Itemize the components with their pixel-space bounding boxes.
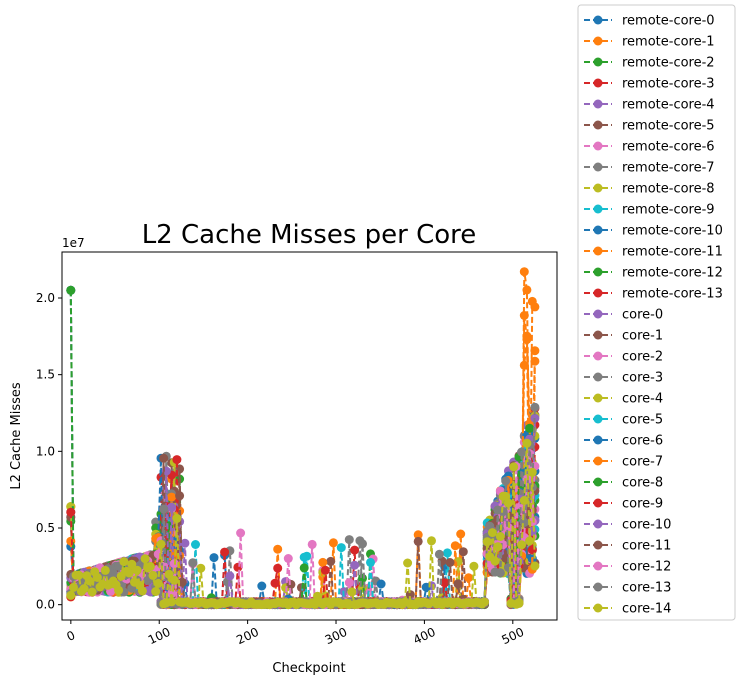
- series-core-14: [66, 438, 540, 610]
- data-point: [336, 543, 346, 553]
- data-point: [172, 455, 182, 465]
- data-point: [517, 447, 527, 457]
- data-point: [320, 565, 330, 575]
- data-point: [69, 582, 78, 592]
- data-point: [413, 536, 423, 546]
- data-point: [525, 423, 535, 433]
- data-point: [530, 402, 540, 412]
- data-point: [344, 535, 354, 545]
- series-layer: [66, 267, 540, 610]
- data-point: [84, 576, 94, 586]
- data-point: [498, 507, 508, 517]
- data-point: [405, 590, 415, 600]
- data-point: [366, 557, 375, 567]
- data-point: [167, 502, 177, 512]
- data-point: [469, 561, 479, 571]
- data-point: [66, 507, 76, 517]
- data-point: [519, 517, 529, 527]
- data-point: [358, 573, 367, 583]
- data-point: [159, 504, 169, 514]
- data-point: [225, 571, 235, 581]
- data-point: [299, 552, 309, 562]
- data-point: [328, 538, 338, 548]
- data-point: [421, 582, 431, 592]
- data-point: [530, 356, 540, 366]
- data-point: [501, 476, 511, 486]
- data-point: [307, 539, 317, 549]
- data-point: [87, 587, 97, 597]
- data-point: [495, 568, 505, 578]
- data-point: [519, 311, 529, 320]
- data-point: [413, 530, 423, 540]
- data-point: [167, 492, 177, 502]
- data-point: [458, 547, 468, 557]
- data-point: [376, 579, 386, 589]
- data-point: [434, 549, 444, 559]
- data-point: [442, 548, 452, 558]
- data-point: [326, 556, 336, 566]
- data-point: [66, 285, 76, 295]
- data-point: [519, 267, 529, 277]
- data-point: [74, 570, 84, 580]
- data-point: [66, 590, 76, 600]
- data-point: [318, 557, 328, 567]
- data-point: [273, 544, 283, 554]
- data-point: [175, 491, 185, 501]
- data-point: [440, 578, 450, 588]
- data-point: [522, 285, 532, 295]
- chart-title: L2 Cache Misses per Core: [142, 220, 477, 250]
- data-point: [530, 346, 540, 356]
- data-point: [108, 569, 118, 579]
- data-point: [79, 584, 89, 594]
- data-point: [257, 581, 267, 591]
- data-point: [450, 541, 460, 551]
- data-point: [456, 529, 466, 539]
- data-point: [522, 334, 532, 344]
- y-offset-label: 1e7: [62, 236, 85, 250]
- data-point: [159, 453, 169, 463]
- data-point: [299, 563, 309, 573]
- data-point: [273, 563, 283, 573]
- data-point: [270, 578, 280, 588]
- data-point: [453, 579, 463, 589]
- data-point: [236, 528, 246, 538]
- data-point: [191, 540, 200, 549]
- data-point: [220, 547, 230, 557]
- data-point: [188, 558, 198, 568]
- data-point: [350, 545, 360, 555]
- data-point: [209, 553, 219, 563]
- data-point: [350, 560, 360, 570]
- data-point: [445, 558, 455, 567]
- data-point: [530, 302, 540, 312]
- data-point: [358, 539, 367, 549]
- data-point: [283, 554, 293, 563]
- data-point: [344, 578, 354, 588]
- data-point: [464, 573, 474, 583]
- data-point: [196, 563, 206, 573]
- data-point: [286, 579, 296, 589]
- data-point: [180, 538, 190, 548]
